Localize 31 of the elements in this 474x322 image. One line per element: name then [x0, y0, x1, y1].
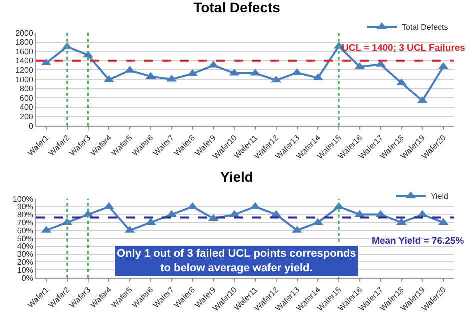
y-tick-label: 30%	[17, 250, 34, 260]
y-tick-label: 1200	[16, 66, 34, 75]
point	[292, 68, 302, 76]
legend-label: Yield	[431, 192, 448, 202]
y-tick-label: 600	[20, 94, 34, 103]
y-tick-label: 10%	[17, 266, 34, 275]
y-tick-label: 1600	[16, 47, 34, 56]
ref-line-label: Mean Yield = 76.25%	[372, 236, 465, 247]
point	[188, 69, 198, 76]
y-tick-label: 70%	[17, 218, 34, 228]
y-tick-label: 1000	[16, 75, 34, 84]
y-tick-label: 100%	[12, 194, 34, 204]
y-tick-label: 20%	[17, 258, 34, 267]
point	[188, 202, 198, 210]
y-tick-label: 60%	[17, 226, 34, 236]
chart-title: Yield	[220, 169, 254, 186]
chart-title: Total Defects	[194, 0, 281, 16]
y-tick-label: 40%	[17, 242, 34, 252]
y-tick-label: 2000	[16, 28, 34, 38]
y-tick-label: 50%	[17, 234, 34, 244]
annotation: Only 1 out of 3 failed UCL points corresponds to below average wafer yield.	[117, 248, 356, 274]
y-tick-label: 200	[20, 112, 34, 122]
y-tick-label: 400	[20, 103, 34, 112]
y-tick-label: 0%	[22, 274, 34, 283]
y-tick-label: 800	[20, 84, 34, 94]
y-tick-label: 80%	[17, 210, 34, 220]
y-tick-label: 0	[28, 122, 34, 131]
legend-label: Total Defects	[402, 23, 448, 32]
y-tick-label: 90%	[17, 202, 34, 212]
y-tick-label: 1800	[16, 38, 34, 48]
y-tick-label: 1400	[16, 56, 34, 66]
